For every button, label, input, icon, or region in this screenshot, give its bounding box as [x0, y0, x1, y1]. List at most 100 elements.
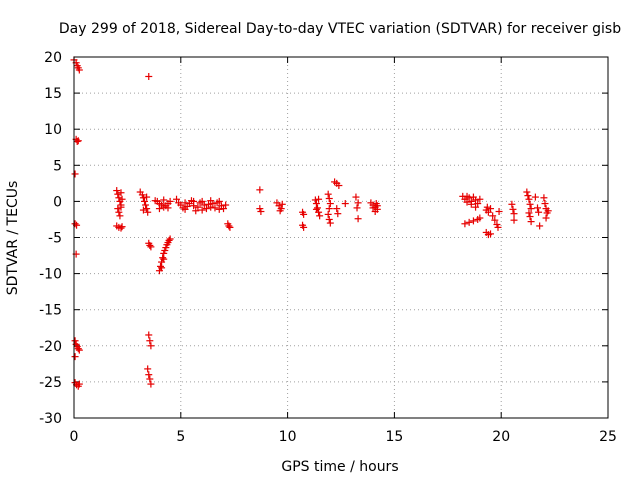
data-point [334, 210, 342, 218]
data-point [117, 203, 125, 211]
x-tick-label: 20 [492, 429, 510, 445]
data-point [335, 182, 343, 190]
data-point [484, 208, 492, 216]
chart-title: Day 299 of 2018, Sidereal Day-to-day VTE… [59, 21, 621, 37]
data-point [352, 193, 360, 201]
data-point [75, 66, 83, 74]
data-point [114, 205, 122, 213]
data-point [198, 206, 206, 214]
data-point [75, 346, 83, 354]
data-point [146, 241, 154, 249]
data-point [157, 262, 165, 270]
data-point [316, 212, 324, 220]
data-point [465, 218, 473, 226]
data-point [71, 353, 79, 361]
data-point [165, 236, 173, 244]
data-point [278, 200, 286, 208]
data-point [476, 195, 484, 203]
data-point [535, 208, 543, 216]
data-point [117, 224, 125, 232]
data-point [155, 205, 163, 213]
data-point [525, 209, 533, 217]
data-point [215, 205, 223, 213]
data-point [207, 203, 215, 211]
data-point [117, 189, 125, 197]
data-point [116, 212, 124, 220]
data-point [523, 188, 531, 196]
data-point [540, 194, 548, 202]
data-point [139, 194, 147, 202]
data-point [472, 196, 480, 204]
data-point [527, 218, 535, 226]
data-point [508, 200, 516, 208]
y-tick-label: 10 [44, 122, 62, 138]
y-axis-label: SDTVAR / TECUs [5, 181, 21, 296]
data-point [525, 195, 533, 203]
data-point [200, 201, 208, 209]
data-point [476, 214, 484, 222]
data-point [209, 200, 217, 208]
y-tick-label: 0 [53, 194, 62, 210]
y-tick-label: 20 [44, 50, 62, 66]
data-point [312, 205, 320, 213]
data-point [257, 208, 265, 216]
data-point [142, 201, 150, 209]
data-point [354, 215, 362, 223]
data-point [491, 216, 499, 224]
data-point [526, 200, 534, 208]
data-point [531, 193, 539, 201]
data-point [118, 195, 126, 203]
y-tick-label: -25 [39, 375, 62, 391]
data-point [354, 199, 362, 207]
data-point [324, 210, 332, 218]
data-point [256, 186, 264, 194]
data-point [173, 195, 181, 203]
data-point [147, 380, 155, 388]
data-point [75, 380, 83, 388]
data-point [483, 203, 491, 211]
data-point [544, 207, 552, 215]
y-tick-label: 5 [53, 158, 62, 174]
data-point [113, 187, 121, 195]
data-point [145, 371, 153, 379]
data-point [194, 203, 202, 211]
data-point [144, 365, 152, 373]
data-point [146, 375, 154, 383]
data-point [314, 204, 322, 212]
data-point [527, 205, 535, 213]
data-point [325, 215, 333, 223]
plot-frame [73, 56, 609, 419]
data-point [145, 331, 153, 339]
data-point [311, 196, 319, 204]
data-point [164, 204, 172, 212]
x-tick-label: 15 [385, 429, 403, 445]
y-tick-label: -15 [39, 303, 62, 319]
data-point [509, 205, 517, 213]
data-point [147, 243, 155, 251]
data-point [371, 208, 379, 216]
data-point [487, 230, 495, 238]
x-tick-label: 5 [176, 429, 185, 445]
data-point [73, 137, 81, 145]
data-point [276, 207, 284, 215]
data-point [145, 72, 153, 80]
data-point [140, 197, 148, 205]
data-point [495, 208, 503, 216]
data-point [71, 170, 79, 178]
data-point [467, 200, 475, 208]
data-point [326, 219, 334, 227]
data-point [143, 205, 151, 213]
data-point [524, 192, 532, 200]
data-point [222, 201, 230, 209]
data-points [70, 56, 552, 390]
data-point [315, 195, 323, 203]
y-tick-label: -20 [39, 339, 62, 355]
data-point [324, 190, 332, 198]
data-point [226, 223, 234, 231]
data-point [369, 204, 377, 212]
data-point [510, 216, 518, 224]
y-tick-labels: -30 -25 -20 -15 -10 -5 0 5 10 15 20 [39, 50, 62, 427]
data-point [489, 212, 497, 220]
data-point [474, 200, 482, 208]
x-tick-label: 0 [70, 429, 79, 445]
